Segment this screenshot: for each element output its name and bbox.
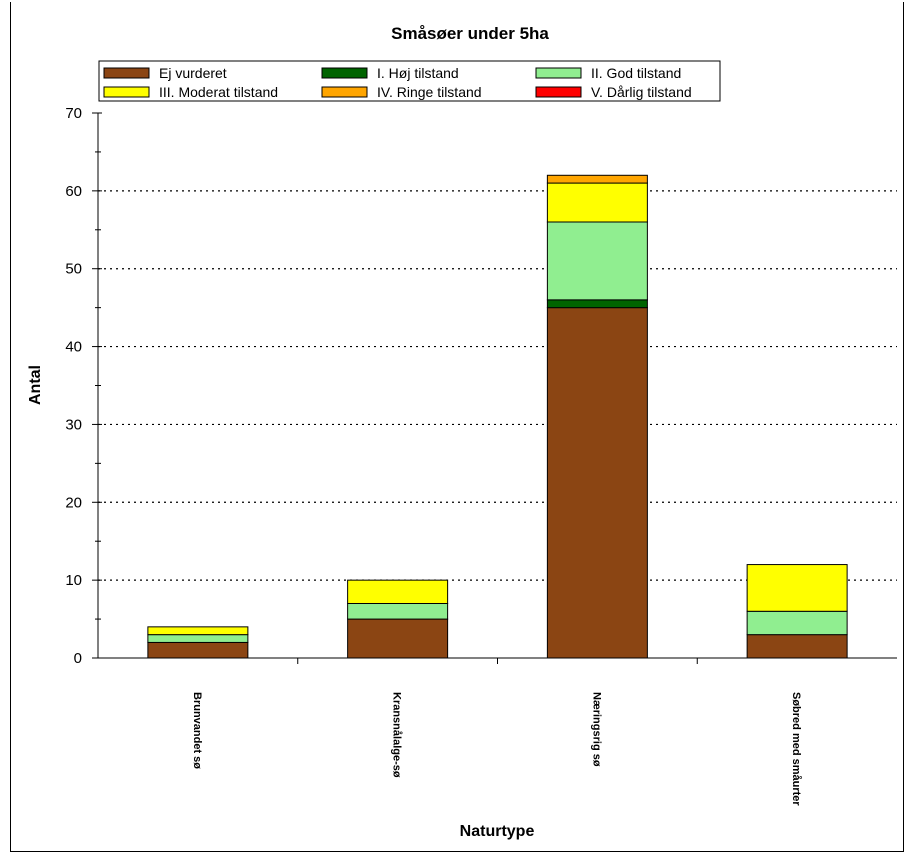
bar-segment xyxy=(546,221,648,301)
bar-segment xyxy=(746,634,848,659)
bar-segment xyxy=(546,299,648,309)
y-tick-label: 20 xyxy=(65,494,82,511)
bar-segment xyxy=(546,182,648,223)
bar-segment xyxy=(347,579,449,605)
x-category-label: Kransnålalge-sø xyxy=(391,692,403,778)
legend-label: Ej vurderet xyxy=(159,65,227,81)
chart-title: Småsøer under 5ha xyxy=(391,24,549,43)
bars xyxy=(147,174,848,659)
axes xyxy=(92,112,897,664)
legend-label: IV. Ringe tilstand xyxy=(377,84,482,100)
bar-segment xyxy=(746,564,848,612)
x-axis-title: Naturtype xyxy=(460,823,535,840)
x-category-labels: Brunvandet sø Kransnålalge-sø Næringsrig s… xyxy=(191,692,802,806)
y-tick-label: 70 xyxy=(65,105,82,122)
legend: Ej vurderet I. Høj tilstand II. God tilsta… xyxy=(98,60,721,102)
y-tick-label: 40 xyxy=(65,339,82,356)
y-axis-title: Antal xyxy=(27,365,44,405)
y-tick-label: 50 xyxy=(65,261,82,278)
legend-swatch xyxy=(321,86,368,98)
y-tick-label: 0 xyxy=(74,650,82,667)
legend-swatch xyxy=(321,67,368,79)
bar-segment xyxy=(746,610,848,636)
legend-swatch xyxy=(535,67,582,79)
legend-swatch xyxy=(535,86,582,98)
gridlines xyxy=(98,190,897,581)
bar-segment xyxy=(546,307,648,659)
legend-box xyxy=(98,60,721,102)
x-category-label: Brunvandet sø xyxy=(191,692,203,769)
bar-segment xyxy=(546,174,648,184)
legend-label: III. Moderat tilstand xyxy=(159,84,278,100)
y-tick-label: 30 xyxy=(65,416,82,433)
y-tick-labels: 0 10 20 30 40 50 60 70 xyxy=(65,105,82,667)
bar-segment xyxy=(347,618,449,659)
legend-label: I. Høj tilstand xyxy=(377,65,459,81)
legend-label: II. God tilstand xyxy=(591,65,681,81)
bar-segment xyxy=(147,641,249,659)
legend-swatch xyxy=(103,67,150,79)
y-tick-label: 60 xyxy=(65,183,82,200)
bar-segment xyxy=(147,626,249,636)
x-category-label: Næringsrig sø xyxy=(590,692,602,767)
x-category-label: Søbred med småurter xyxy=(790,692,802,806)
bar-segment xyxy=(147,634,249,643)
legend-swatch xyxy=(103,86,150,98)
legend-label: V. Dårlig tilstand xyxy=(591,84,692,100)
bar-segment xyxy=(347,603,449,620)
y-tick-label: 10 xyxy=(65,572,82,589)
chart-frame xyxy=(10,2,904,852)
